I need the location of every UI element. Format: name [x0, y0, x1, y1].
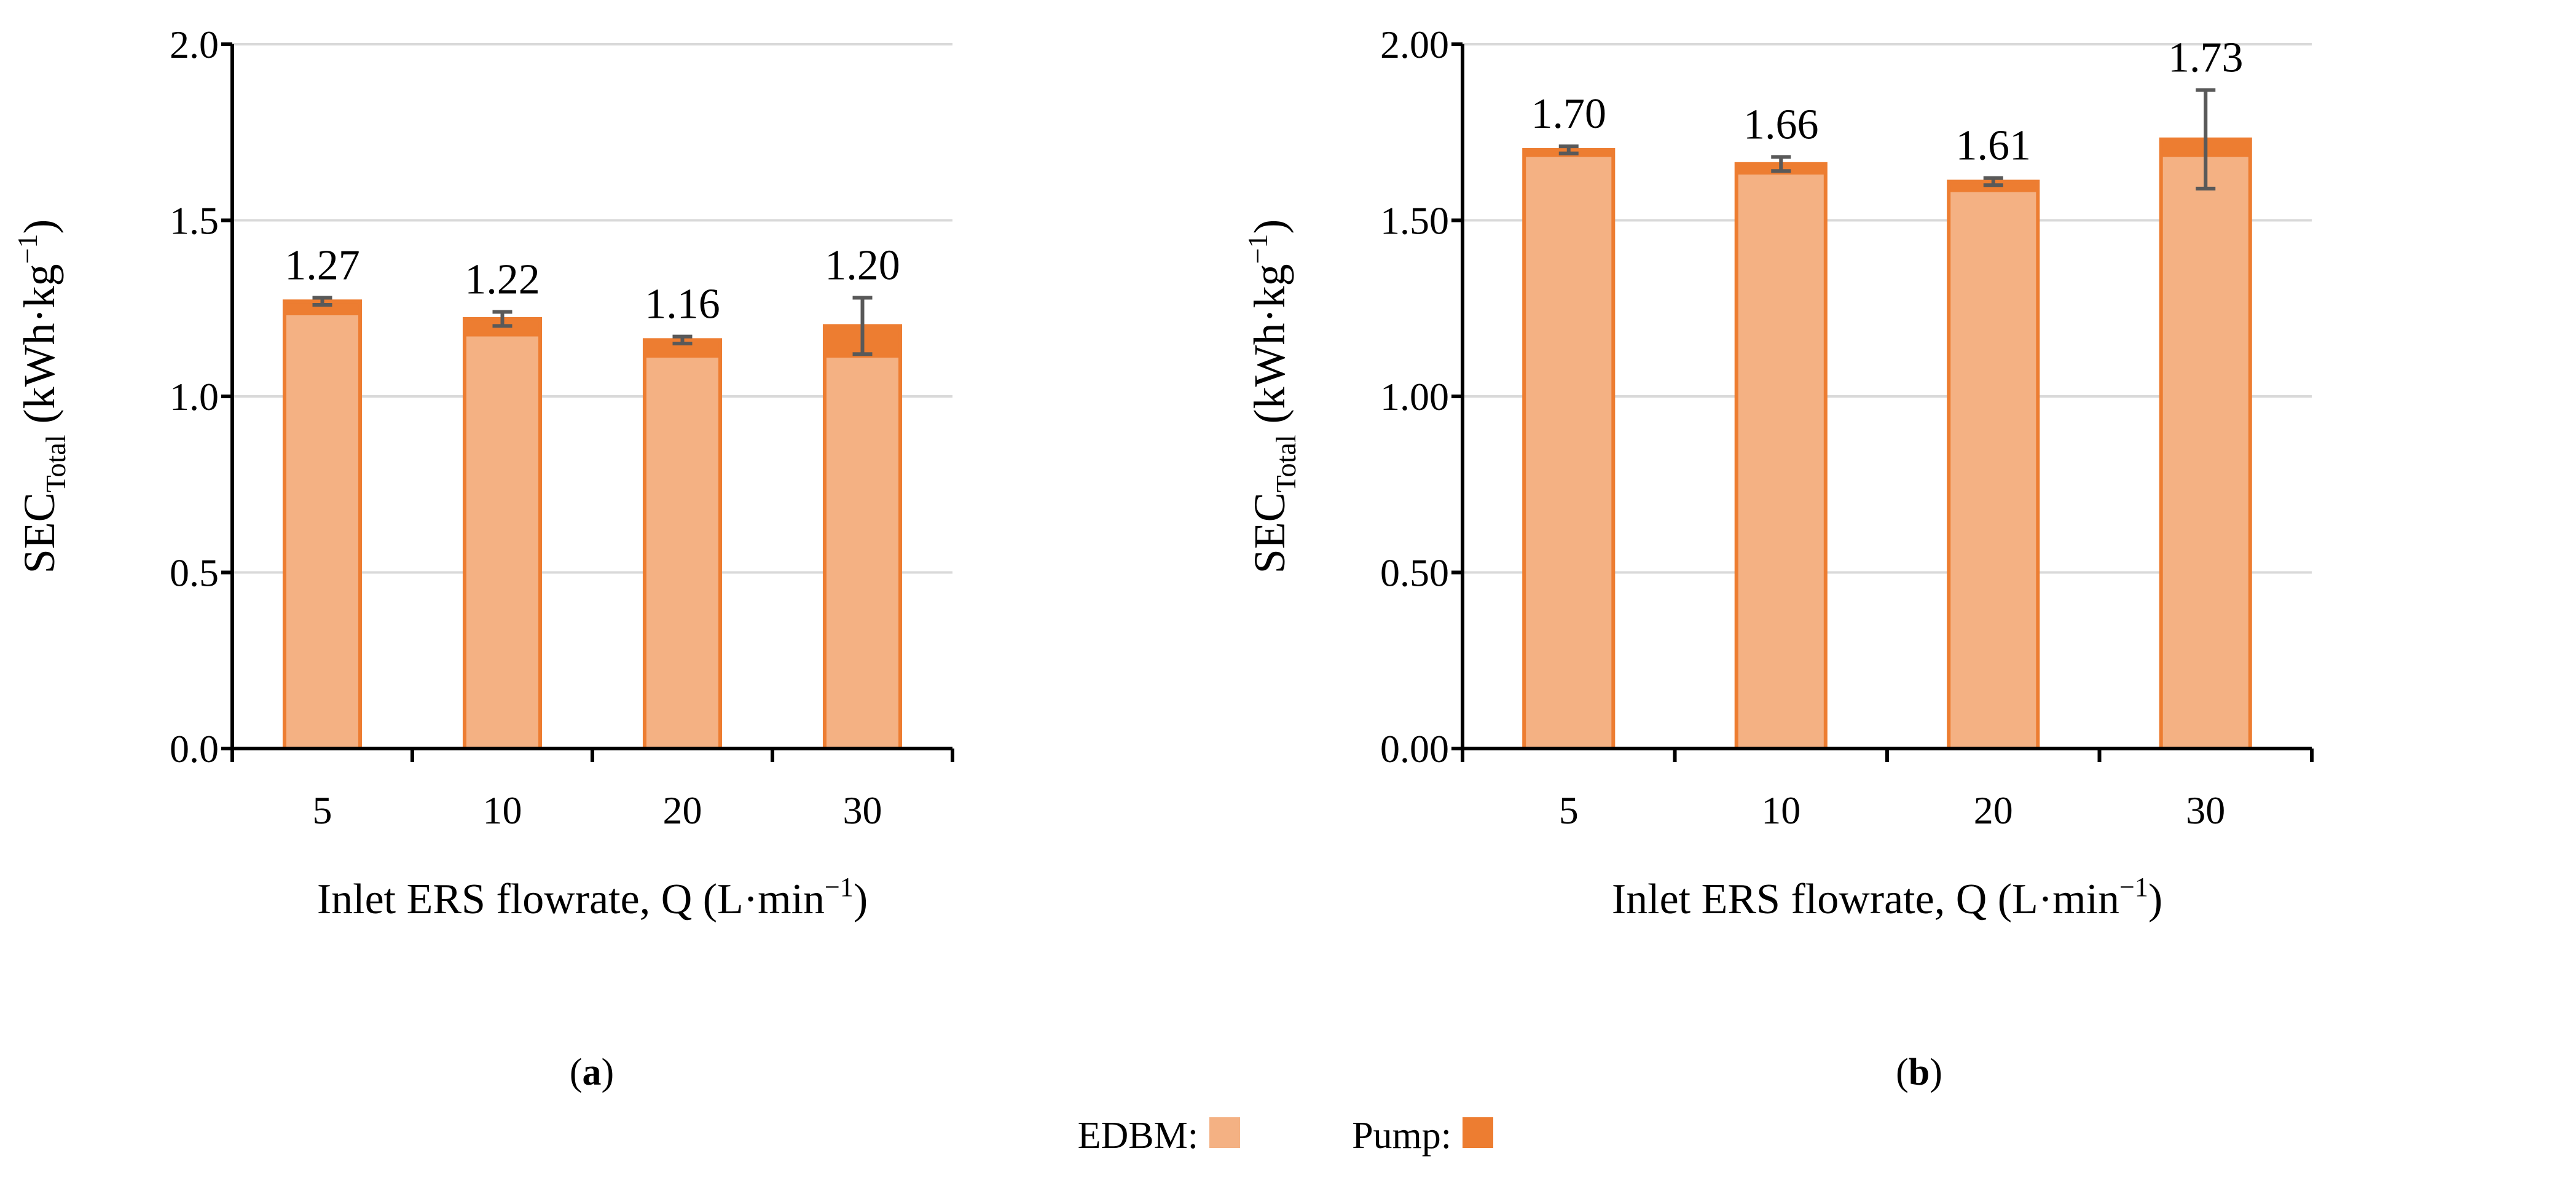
chart-a-y-axis-title: SECTotal (kWh·kg−1) [12, 219, 71, 574]
chart-a-data-label: 1.16 [645, 281, 720, 328]
chart-b-y-tick-label: 0.50 [1380, 551, 1449, 595]
chart-a-bar-edbm [284, 315, 361, 749]
chart-b-data-label: 1.73 [2168, 34, 2244, 81]
panel-caption-a-letter: a [583, 1051, 602, 1093]
legend-label-edbm: EDBM: [1078, 1115, 1198, 1157]
chart-b-bar-edbm [1524, 157, 1614, 749]
chart-a-x-tick-label: 20 [663, 788, 702, 832]
chart-a-bar-edbm [464, 336, 541, 749]
legend-swatch-pump [1463, 1117, 1493, 1148]
chart-b-x-tick-label: 20 [1974, 788, 2013, 832]
chart-a-bar-edbm [644, 357, 721, 749]
chart-a-y-tick-label: 0.0 [170, 727, 219, 771]
chart-a-data-label: 1.20 [825, 242, 900, 289]
chart-b-x-tick-label: 10 [1761, 788, 1800, 832]
chart-a-data-label: 1.27 [285, 242, 360, 289]
chart-b-x-tick-label: 30 [2186, 788, 2225, 832]
chart-panel-b: 0.00 0.50 1.00 1.50 2.00 1.70 5 1.66 10 1.61 20 1.7… [1242, 23, 2314, 923]
chart-b-data-label: 1.61 [1956, 122, 2032, 170]
legend-label-pump: Pump: [1352, 1115, 1451, 1157]
chart-b-y-tick-label: 2.00 [1380, 23, 1449, 66]
chart-a-y-tick-label: 2.0 [170, 23, 219, 66]
chart-b-data-label: 1.66 [1743, 101, 1819, 148]
chart-a-bar-pump [284, 301, 361, 316]
chart-b-bar-edbm [1949, 192, 2038, 749]
chart-a-x-tick-label: 30 [843, 788, 882, 832]
chart-b-y-tick-label: 1.50 [1380, 199, 1449, 243]
legend-swatch-edbm [1209, 1117, 1240, 1148]
chart-b-bar-edbm [2161, 157, 2250, 749]
chart-a-x-tick-label: 5 [313, 788, 332, 832]
chart-a-data-label: 1.22 [465, 256, 540, 303]
panel-caption-b: (b) [1896, 1051, 1942, 1093]
chart-b-y-tick-label: 0.00 [1380, 727, 1449, 771]
legend: EDBM: Pump: [1078, 1115, 1493, 1157]
chart-panel-a: 0.0 0.5 1.0 1.5 2.0 1.27 5 1.22 10 1.16 20 1.20 30 In… [12, 23, 954, 923]
panel-caption-a: (a) [570, 1051, 614, 1093]
chart-a-y-tick-label: 0.5 [170, 551, 219, 595]
chart-a-y-tick-label: 1.0 [170, 375, 219, 419]
chart-b-x-axis-title: Inlet ERS flowrate, Q (L·min−1) [1612, 872, 2162, 923]
chart-a-y-tick-label: 1.5 [170, 199, 219, 243]
panel-caption-b-letter: b [1909, 1051, 1930, 1093]
chart-a-bar-edbm [824, 357, 901, 749]
chart-b-data-label: 1.70 [1531, 90, 1607, 138]
chart-a-x-axis-title: Inlet ERS flowrate, Q (L·min−1) [317, 872, 868, 923]
chart-b-y-tick-label: 1.00 [1380, 375, 1449, 419]
chart-b-bar-edbm [1736, 175, 1826, 749]
chart-b-x-tick-label: 5 [1559, 788, 1579, 832]
chart-a-x-tick-label: 10 [483, 788, 522, 832]
chart-b-y-axis-title: SECTotal (kWh·kg−1) [1242, 219, 1302, 574]
